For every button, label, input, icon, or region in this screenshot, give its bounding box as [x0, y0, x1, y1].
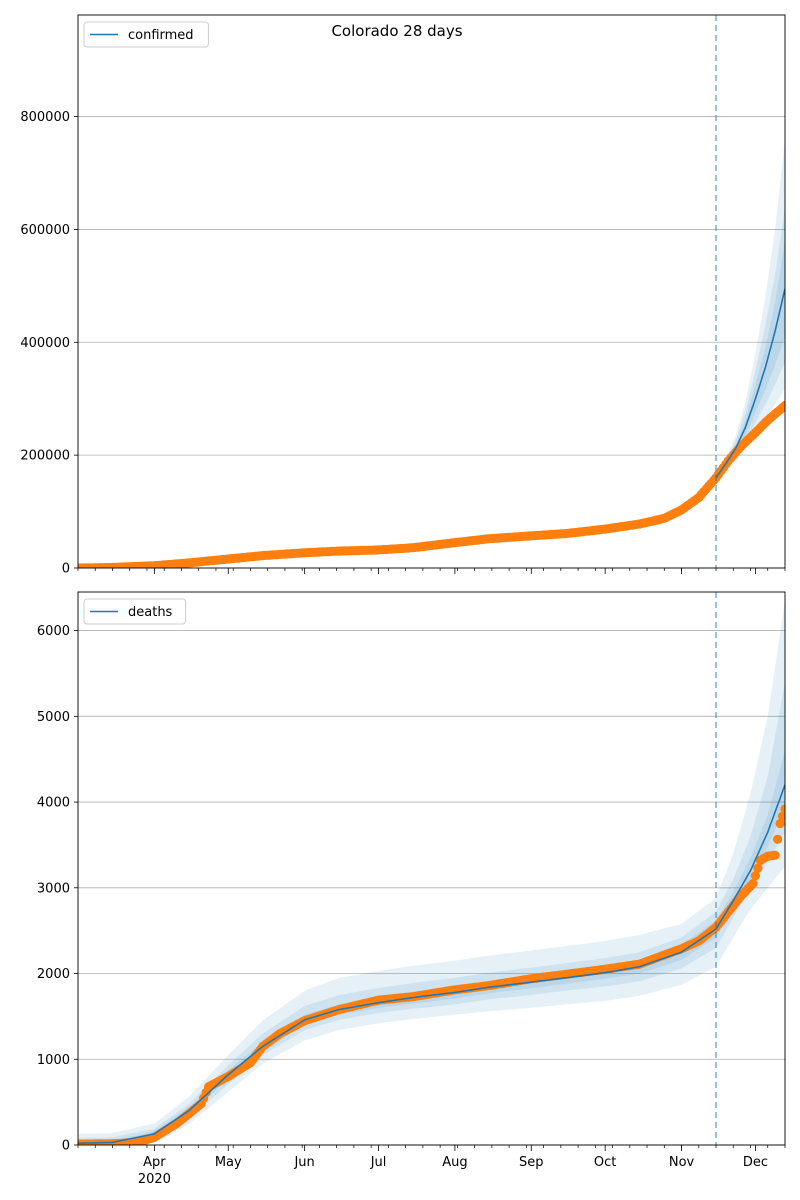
y-tick-label: 600000: [20, 223, 70, 238]
x-tick-label: May: [215, 1155, 242, 1170]
observed-point: [780, 804, 785, 814]
legend: deaths: [83, 598, 187, 625]
observed-point: [780, 400, 785, 411]
confirmed-panel: 0 200000 400000 600000 800000 confirmed: [20, 14, 786, 577]
x-tick-label: Dec: [743, 1155, 768, 1170]
uncertainty-band: [716, 206, 785, 479]
x-tick-label: Jun: [293, 1155, 314, 1170]
model-line: [78, 784, 785, 1145]
y-tick-label: 0: [62, 1139, 70, 1154]
x-tick-label: Jul: [370, 1155, 387, 1170]
x-tick-label: Aug: [442, 1155, 467, 1170]
observed-point: [773, 834, 783, 844]
y-tick-label: 2000: [37, 967, 70, 982]
y-tick-label: 0: [62, 562, 70, 577]
model-line: [715, 288, 785, 479]
y-tick-label: 200000: [20, 449, 70, 464]
y-tick-label: 400000: [20, 336, 70, 351]
x-tick-label: Nov: [669, 1155, 695, 1170]
uncertainty-band: [716, 240, 785, 478]
x-tick-label: Apr: [143, 1155, 166, 1170]
y-tick-label: 5000: [37, 710, 70, 725]
x-tick-year-label: 2020: [138, 1172, 171, 1187]
legend-label: deaths: [128, 605, 173, 620]
observed-point: [748, 878, 758, 889]
observed-point: [777, 811, 785, 821]
y-tick-label: 3000: [37, 881, 70, 896]
x-tick-label: Oct: [594, 1155, 616, 1170]
legend-box: [83, 21, 209, 48]
plot-area: [78, 139, 785, 568]
axes-frame: [77, 591, 786, 1146]
uncertainty-band: [716, 139, 785, 479]
y-tick-label: 1000: [37, 1053, 70, 1068]
observed-point: [770, 850, 780, 860]
observed-point: [750, 871, 761, 881]
observed-point: [753, 863, 763, 873]
chart-title: Colorado 28 days: [331, 22, 462, 40]
legend-label: confirmed: [128, 28, 194, 43]
y-tick-label: 4000: [37, 796, 70, 811]
observed-point: [775, 818, 785, 829]
axes-frame: [77, 14, 786, 569]
legend: confirmed: [83, 21, 209, 48]
y-tick-label: 6000: [37, 624, 70, 639]
x-tick-label: Sep: [519, 1155, 544, 1170]
legend-box: [83, 598, 187, 625]
observed-series: [78, 400, 785, 568]
deaths-panel: 0 1000 2000 3000 4000 5000 6000 Apr 2020 May Jun Ju…: [37, 591, 786, 1187]
y-tick-label: 800000: [20, 110, 70, 125]
plot-area: [78, 600, 785, 1145]
